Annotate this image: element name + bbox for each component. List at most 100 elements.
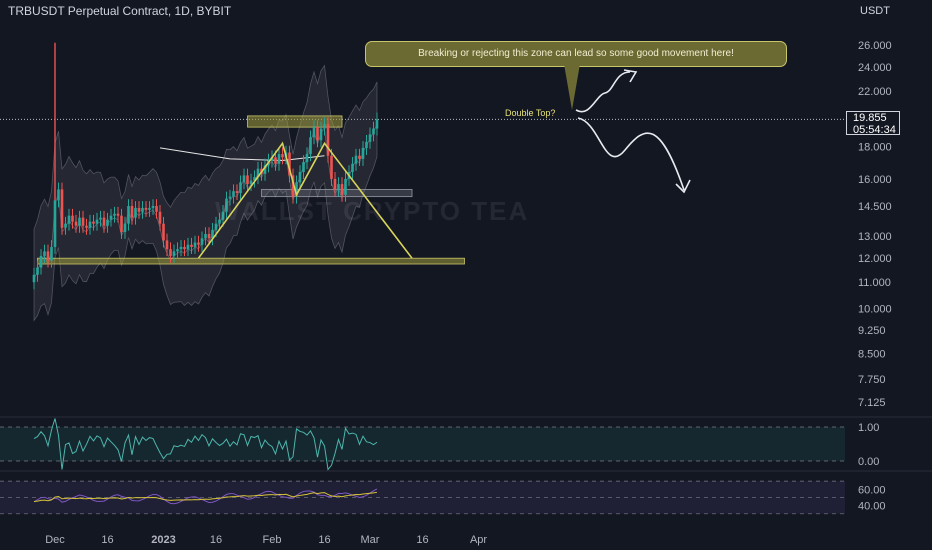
candle-body	[214, 223, 218, 230]
candle-body	[32, 274, 36, 283]
x-tick-label: 16	[210, 534, 222, 546]
candle-body	[57, 189, 60, 201]
candle-body	[239, 182, 242, 193]
bear-scenario-arrow	[577, 117, 685, 191]
candle-body	[291, 175, 295, 197]
candle-body	[221, 211, 225, 220]
candle-body	[155, 206, 158, 212]
candle-body	[372, 128, 375, 135]
x-tick-label: Apr	[470, 534, 487, 546]
candle-body	[130, 206, 134, 218]
y-tick-label: 9.250	[858, 325, 886, 337]
candle-body	[71, 215, 74, 222]
candle-body	[60, 189, 64, 228]
candle-body	[288, 152, 291, 176]
candle-body	[134, 207, 137, 218]
candle-body	[193, 242, 197, 247]
candle-body	[316, 127, 319, 141]
x-tick-label: 16	[318, 534, 330, 546]
candle-body	[137, 207, 141, 212]
candle-body	[281, 154, 284, 158]
candle-body	[116, 213, 120, 216]
candle-body	[302, 162, 305, 173]
candle-body	[64, 223, 67, 228]
double-top-label: Double Top?	[505, 108, 556, 118]
pattern-line	[197, 141, 413, 259]
candle-body	[46, 251, 50, 261]
candle-body	[312, 127, 316, 138]
candle-body	[67, 215, 71, 224]
candle-body	[78, 217, 81, 226]
arrowhead-icon	[675, 179, 691, 194]
y-tick-label: 13.000	[858, 231, 892, 243]
candle-body	[263, 165, 267, 174]
candle-body	[358, 155, 361, 159]
x-tick-label: Feb	[263, 534, 282, 546]
candle-body	[148, 207, 151, 210]
rsi-tick-label: 1.00	[858, 422, 879, 434]
x-tick-label: 16	[101, 534, 113, 546]
candle-body	[165, 240, 169, 250]
candle-body	[253, 177, 256, 181]
candle-body	[106, 219, 109, 226]
candle-body	[88, 221, 92, 228]
candle-body	[144, 207, 148, 210]
candle-body	[295, 182, 298, 197]
candle-body	[211, 229, 214, 239]
candle-body	[305, 154, 309, 163]
candle-body	[340, 184, 344, 195]
candle-body	[176, 249, 179, 252]
x-tick-label: Dec	[45, 534, 65, 546]
candle-body	[344, 178, 347, 195]
candle-body	[172, 251, 176, 256]
y-tick-label: 14.500	[858, 201, 892, 213]
candle-body	[218, 219, 221, 224]
candle-body	[256, 168, 260, 178]
candle-body	[197, 242, 200, 245]
candle-body	[351, 163, 354, 173]
candle-body	[127, 206, 130, 224]
x-tick-label: Mar	[361, 534, 380, 546]
candle-body	[235, 191, 239, 193]
candle-body	[337, 184, 340, 190]
candle-body	[207, 234, 211, 239]
rsi-tick-label: 0.00	[858, 456, 879, 468]
stoch-d-line	[33, 491, 378, 503]
candle-body	[333, 178, 337, 190]
candle-body	[43, 251, 46, 256]
stoch-tick-label: 60.00	[858, 484, 886, 496]
candle-body	[361, 147, 365, 159]
candle-body	[36, 267, 39, 275]
candle-body	[162, 223, 165, 241]
candle-body	[109, 215, 113, 220]
candle-body	[50, 246, 53, 261]
candle-body	[249, 180, 253, 185]
candle-body	[326, 124, 330, 156]
candle-body	[319, 128, 323, 141]
current-price-tag: 19.855 05:54:34	[846, 111, 900, 136]
candle-body	[204, 234, 207, 239]
candle-body	[228, 196, 232, 199]
candle-body	[92, 221, 95, 224]
x-tick-label: 2023	[151, 534, 175, 546]
candle-body	[141, 207, 144, 212]
candle-body	[81, 217, 85, 226]
candle-body	[242, 175, 246, 183]
bull-scenario-arrow	[575, 71, 631, 113]
candle-body	[120, 215, 123, 232]
candle-body	[190, 244, 193, 247]
y-tick-label: 7.750	[858, 374, 886, 386]
candle-body	[354, 155, 358, 164]
candle-body	[330, 155, 333, 179]
candle-body	[323, 124, 326, 129]
candle-body	[200, 238, 204, 245]
candle-body	[95, 219, 99, 224]
candle-body	[123, 223, 127, 232]
rsi-line	[33, 418, 378, 471]
watermark: WALLST CRYPTO TEA	[215, 196, 530, 226]
y-tick-label: 22.000	[858, 86, 892, 98]
y-tick-label: 24.000	[858, 62, 892, 74]
bar-countdown: 05:54:34	[853, 124, 896, 136]
